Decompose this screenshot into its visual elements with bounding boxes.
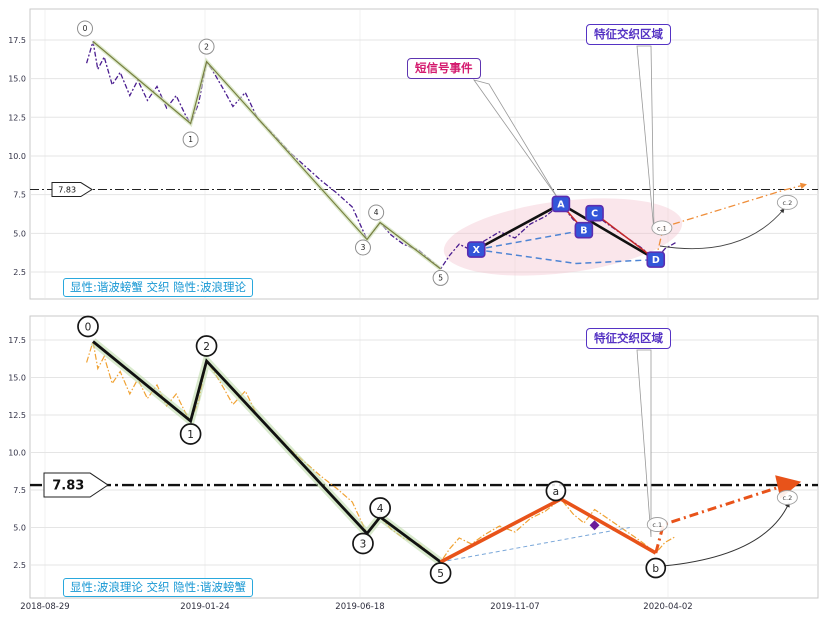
- x-tick-label: 2019-01-24: [180, 602, 229, 612]
- wave-marker-label: 3: [360, 538, 367, 550]
- x-tick-label: 2020-04-02: [643, 602, 692, 612]
- y-tick-label: 5.0: [13, 524, 26, 533]
- weave-leader-arrow-upper: [636, 45, 655, 232]
- wave-marker-label: 3: [361, 243, 366, 252]
- abc-projection-line: [654, 475, 802, 554]
- wave-marker-label: 1: [187, 429, 194, 441]
- xabcd-box: [551, 195, 571, 213]
- xabcd-label: C: [591, 209, 598, 220]
- wave-marker-circle: [432, 269, 449, 286]
- highlight-ellipse: [443, 198, 683, 276]
- upper-impulse-line: [92, 41, 441, 270]
- y-tick-label: 2.5: [13, 561, 26, 570]
- lower-ref-callout-text: 7.83: [52, 479, 84, 494]
- c-point-marker: [776, 490, 798, 505]
- signal-leader-arrow: [473, 79, 558, 198]
- xb-retracement-dash: [476, 229, 585, 251]
- xabcd-label: D: [652, 255, 660, 266]
- y-tick-label: 10.0: [8, 152, 26, 161]
- elliott-line: [92, 340, 442, 564]
- upper-ref-callout-text: 7.83: [58, 185, 76, 194]
- wave-marker-label: 0: [83, 24, 88, 33]
- y-tick-label: 12.5: [8, 113, 26, 122]
- x-tick-label: 2018-08-29: [20, 602, 69, 612]
- wave-marker-label: 2: [204, 42, 209, 51]
- wave-marker-label: 5: [438, 274, 443, 283]
- y-tick-label: 10.0: [8, 449, 26, 458]
- upper-ref-callout: [51, 182, 93, 198]
- wave-marker-circle: [77, 20, 93, 37]
- wave-marker-circle: [198, 38, 215, 55]
- c-point-marker: [776, 194, 798, 210]
- wave-marker-circle: [182, 131, 199, 148]
- wave-marker-label: 4: [377, 503, 384, 515]
- weave-zone-label-upper: 特征交织区域: [586, 24, 671, 45]
- wave-marker-label: a: [553, 486, 559, 498]
- y-tick-label: 17.5: [8, 36, 26, 45]
- lower-price-line: [86, 341, 676, 563]
- wave-marker-label: b: [652, 563, 659, 575]
- c-point-marker: [646, 517, 668, 532]
- wave-marker-circle: [352, 532, 374, 555]
- upper-impulse-glow: [91, 39, 442, 271]
- c-point-label: c.1: [652, 521, 662, 529]
- wave-marker-circle: [429, 562, 452, 584]
- xabcd-label: A: [557, 199, 565, 210]
- lower-panel: 17.5 15.0 12.5 10.0 7.5 5.0 2.5 2018-08-29 2019-…: [8, 315, 819, 612]
- upper-border: [29, 8, 819, 300]
- wave-marker-circle: [179, 423, 202, 445]
- wave-marker-circle: [195, 335, 218, 357]
- wave-marker-label: 1: [188, 135, 193, 144]
- xabcd-box: [585, 204, 604, 222]
- x-tick-label: 2019-11-07: [490, 602, 539, 612]
- hidden-diamond-marker: [589, 520, 600, 531]
- c-point-marker: [651, 220, 673, 236]
- upper-target-arc: [659, 208, 785, 250]
- wave-marker-circle: [77, 315, 99, 338]
- wave-marker-circle: [368, 204, 385, 221]
- wave-marker-label: 4: [374, 208, 379, 217]
- y-tick-label: 15.0: [8, 374, 26, 383]
- lower-ref-callout: [43, 472, 109, 498]
- wave-marker-label: 5: [437, 568, 444, 580]
- y-tick-label: 7.5: [13, 191, 26, 200]
- weave-leader-arrow-lower: [636, 349, 652, 538]
- lower-target-arc: [662, 502, 790, 567]
- xabcd-label: X: [473, 245, 481, 256]
- y-tick-label: 12.5: [8, 411, 26, 420]
- wave-marker-label: 2: [203, 341, 210, 353]
- xabcd-label: B: [580, 226, 587, 237]
- c-point-label: c.2: [782, 494, 792, 502]
- lower-border: [29, 315, 819, 599]
- c-point-label: c.2: [782, 199, 792, 207]
- elliott-glow: [90, 338, 443, 566]
- wave-marker-circle: [545, 480, 567, 502]
- c-point-label: c.1: [657, 224, 667, 232]
- hidden-blue-dash: [440, 527, 630, 563]
- wave-marker-circle: [354, 239, 371, 256]
- y-tick-label: 17.5: [8, 336, 26, 345]
- x-tick-label: 2019-06-18: [335, 602, 384, 612]
- y-tick-label: 15.0: [8, 75, 26, 84]
- xd-retracement-dash: [476, 248, 656, 265]
- xabcd-box: [574, 221, 594, 239]
- wave-marker-circle: [645, 557, 667, 579]
- abcd-line: [560, 203, 657, 261]
- wave-marker-circle: [369, 497, 391, 519]
- xabcd-box: [466, 241, 486, 258]
- upper-panel: 17.5 15.0 12.5 10.0 7.5 5.0 2.5 0 1 2 3 4 5 X A BC Dc.1 c…: [8, 8, 819, 300]
- weave-zone-label-lower: 特征交织区域: [586, 328, 671, 349]
- signal-event-label: 短信号事件: [407, 58, 481, 79]
- y-tick-label: 5.0: [13, 229, 26, 238]
- lower-mode-caption: 显性:波浪理论 交织 隐性:谐波螃蟹: [63, 578, 254, 597]
- y-tick-label: 2.5: [13, 268, 26, 277]
- upper-mode-caption: 显性:谐波螃蟹 交织 隐性:波浪理论: [63, 278, 254, 297]
- wave-marker-label: 0: [85, 321, 92, 333]
- upper-projection-line: [655, 182, 807, 260]
- xabcd-box: [646, 251, 666, 268]
- y-tick-label: 7.5: [13, 486, 26, 495]
